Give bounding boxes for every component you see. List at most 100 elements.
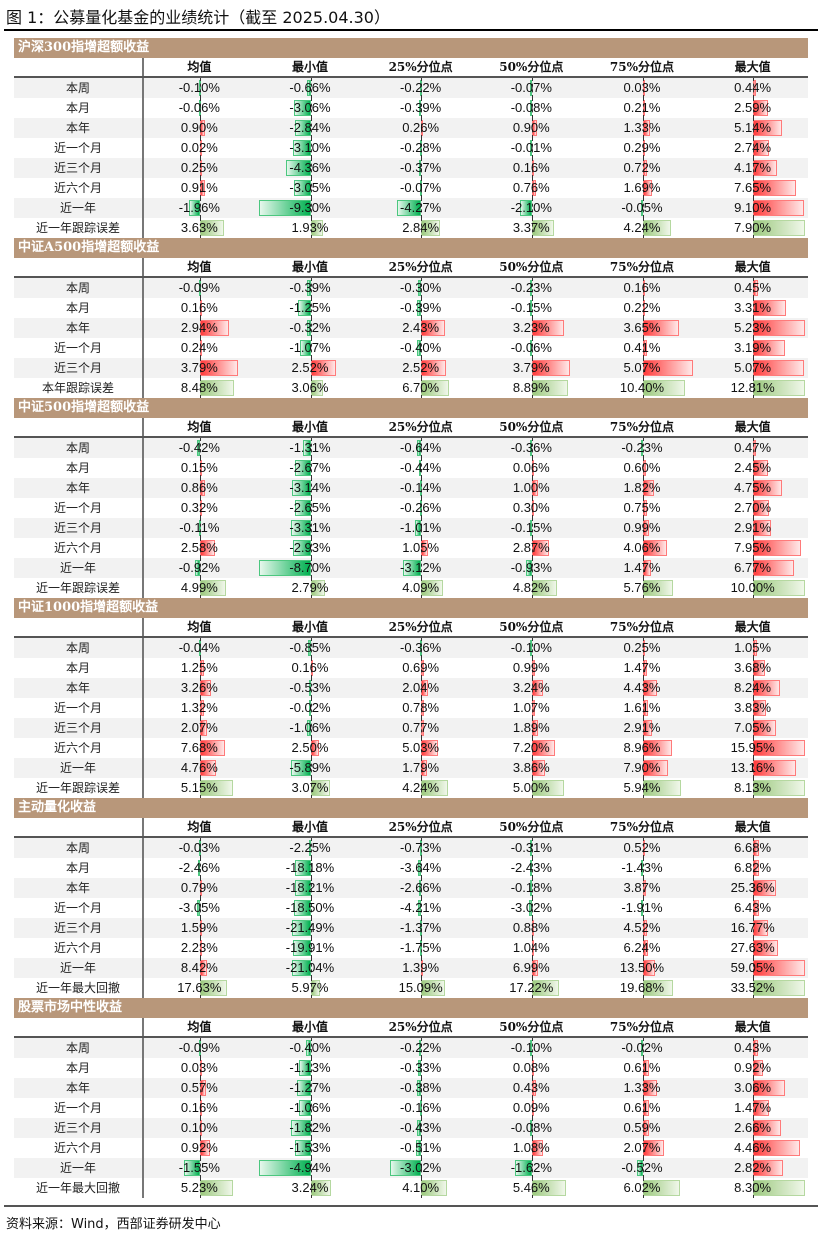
column-header: 均值 [187, 60, 212, 74]
cell-value: 0.25% [180, 160, 218, 175]
bar-axis [421, 358, 423, 378]
cell-value: 3.79% [180, 360, 218, 375]
cell-value: -0.06% [178, 100, 220, 115]
value-cell: -1.62% [476, 1158, 587, 1178]
bar-axis [421, 538, 423, 558]
cell-value: -0.02% [289, 700, 331, 715]
bar-axis [421, 858, 423, 878]
bar-axis [642, 958, 644, 978]
value-cell: 3.19% [697, 338, 808, 358]
cell-value: 0.06% [512, 460, 550, 475]
row-label: 近一个月 [14, 898, 144, 918]
value-cell: -1.53% [255, 1138, 366, 1158]
data-bar [292, 960, 311, 976]
cell-value: -0.06% [510, 340, 552, 355]
bar-axis [310, 858, 312, 878]
data-bar [197, 900, 200, 916]
cell-value: 0.10% [180, 1120, 218, 1135]
row-label: 本周 [14, 278, 144, 298]
bar-axis [531, 1158, 533, 1178]
value-cell: -3.02% [365, 1158, 476, 1178]
cell-value: -0.08% [510, 1120, 552, 1135]
bar-axis [531, 1038, 533, 1058]
value-cell: -0.93% [476, 558, 587, 578]
cell-value: -3.02% [510, 900, 552, 915]
cell-value: 2.82% [734, 1160, 772, 1175]
bar-axis [531, 678, 533, 698]
value-cell: -0.32% [255, 318, 366, 338]
data-bar [402, 560, 422, 576]
cell-value: -19.91% [285, 940, 335, 955]
value-cell: -9.30% [255, 198, 366, 218]
value-cell: -1.31% [255, 438, 366, 458]
value-cell: -1.01% [365, 518, 476, 538]
cell-value: 0.15% [180, 460, 218, 475]
value-cell: -0.73% [365, 838, 476, 858]
cell-value: 0.16% [512, 160, 550, 175]
data-bar [419, 500, 422, 516]
data-bar [293, 100, 311, 116]
cell-value: 2.91% [623, 720, 661, 735]
value-cell: 5.76% [587, 578, 698, 598]
bar-axis [421, 578, 423, 598]
cell-value: 2.87% [512, 540, 550, 555]
data-bar [529, 900, 532, 916]
data-bar [293, 540, 311, 556]
data-bar [258, 1160, 311, 1176]
data-bar [299, 1100, 311, 1116]
bar-axis [310, 878, 312, 898]
bar-axis [200, 658, 201, 678]
cell-value: 0.79% [180, 880, 218, 895]
value-cell: 1.79% [365, 758, 476, 778]
cell-value: 4.24% [402, 780, 440, 795]
cell-value: -0.09% [178, 280, 220, 295]
table-row: 近一个月 -3.05% -18.50% -4.21% -3.02% -1.91% 6.43% [14, 898, 808, 918]
value-cell: 4.06% [587, 538, 698, 558]
cell-value: -0.39% [400, 100, 442, 115]
bar-axis [753, 98, 755, 118]
column-header: 50%分位点 [499, 260, 564, 274]
bar-axis [421, 198, 423, 218]
cell-value: 2.70% [734, 500, 772, 515]
value-cell: -0.16% [365, 1098, 476, 1118]
bar-axis [531, 318, 533, 338]
cell-value: -0.10% [178, 80, 220, 95]
row-label: 近一年 [14, 198, 144, 218]
value-cell: -18.50% [255, 898, 366, 918]
bar-axis [200, 1138, 201, 1158]
row-label: 近一个月 [14, 698, 144, 718]
bar-axis [421, 338, 423, 358]
data-bar [294, 460, 311, 476]
bar-axis [531, 518, 533, 538]
value-cell: 8.48% [144, 378, 255, 398]
table-row: 本周 -0.10% -0.66% -0.22% -0.07% 0.03% 0.44% [14, 78, 808, 98]
bar-axis [310, 498, 312, 518]
bar-axis [200, 1058, 201, 1078]
bar-axis [200, 118, 201, 138]
cell-value: -3.10% [289, 140, 331, 155]
bar-axis [753, 878, 755, 898]
value-cell: 1.05% [365, 538, 476, 558]
bar-axis [642, 158, 644, 178]
value-cell: -2.46% [144, 858, 255, 878]
column-header: 75%分位点 [609, 1020, 674, 1034]
cell-value: 5.76% [623, 580, 661, 595]
cell-value: -0.40% [400, 340, 442, 355]
value-cell: 27.63% [697, 938, 808, 958]
value-cell: 9.10% [697, 198, 808, 218]
cell-value: -0.93% [510, 560, 552, 575]
cell-value: -0.36% [400, 640, 442, 655]
value-cell: 3.23% [476, 318, 587, 338]
bar-axis [531, 158, 533, 178]
column-header-row: 均值 最小值 25%分位点 50%分位点 75%分位点 最大值 [14, 818, 808, 838]
bar-axis [642, 278, 644, 298]
bar-axis [421, 638, 423, 658]
value-cell: -3.64% [365, 858, 476, 878]
cell-value: -1.37% [400, 920, 442, 935]
data-bar [308, 840, 311, 856]
bar-axis [642, 98, 644, 118]
value-cell: 2.84% [365, 218, 476, 238]
bar-axis [310, 738, 312, 758]
cell-value: 4.82% [512, 580, 550, 595]
cell-value: 3.06% [734, 1080, 772, 1095]
